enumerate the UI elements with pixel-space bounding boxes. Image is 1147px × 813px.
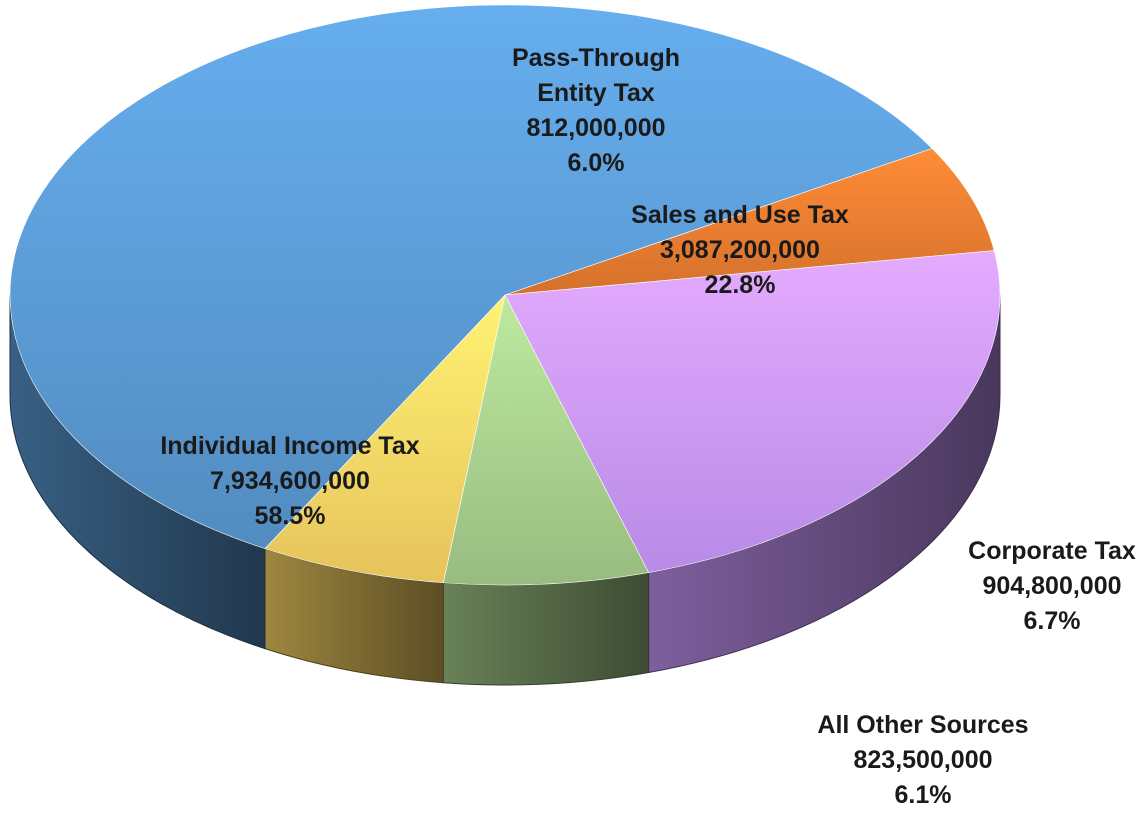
pie-slice-all-other-sources — [264, 294, 506, 584]
slice-percent: 58.5% — [255, 502, 326, 530]
slice-value: 3,087,200,000 — [660, 236, 820, 264]
slice-value: 812,000,000 — [526, 114, 665, 142]
data-label-sales-and-use-tax: Sales and Use Tax 3,087,200,000 22.8% — [631, 201, 849, 299]
slice-name: Pass-Through — [512, 44, 680, 72]
slice-percent: 6.7% — [1024, 607, 1081, 635]
data-labels: Pass-Through Entity Tax 812,000,000 6.0%Sal… — [160, 44, 1136, 809]
slice-percent: 22.8% — [705, 271, 776, 299]
pie-wall-corporate-tax — [442, 571, 650, 686]
slice-percent: 6.1% — [895, 781, 952, 809]
pie-slice-sales-and-use-tax — [504, 250, 1001, 573]
slice-name: Corporate Tax — [968, 537, 1136, 565]
slice-value: 7,934,600,000 — [210, 467, 370, 495]
pie-slice-corporate-tax — [442, 294, 650, 586]
pie-side-walls — [9, 294, 1001, 686]
data-label-pass-through-entity-tax: Pass-Through Entity Tax 812,000,000 6.0% — [512, 44, 680, 177]
data-label-all-other-sources: All Other Sources 823,500,000 6.1% — [817, 711, 1028, 809]
slice-name: Entity Tax — [537, 79, 655, 107]
data-label-individual-income-tax: Individual Income Tax 7,934,600,000 58.5% — [160, 432, 419, 530]
pie-slice-pass-through-entity-tax — [504, 148, 995, 296]
data-label-corporate-tax: Corporate Tax 904,800,000 6.7% — [968, 537, 1136, 635]
slice-value: 904,800,000 — [982, 572, 1121, 600]
slice-name: Sales and Use Tax — [631, 201, 849, 229]
slice-value: 823,500,000 — [853, 746, 992, 774]
pie-top — [9, 4, 1001, 586]
slice-name: Individual Income Tax — [160, 432, 419, 460]
pie-slice-individual-income-tax — [9, 4, 933, 549]
slice-name: All Other Sources — [817, 711, 1028, 739]
slice-percent: 6.0% — [568, 149, 625, 177]
